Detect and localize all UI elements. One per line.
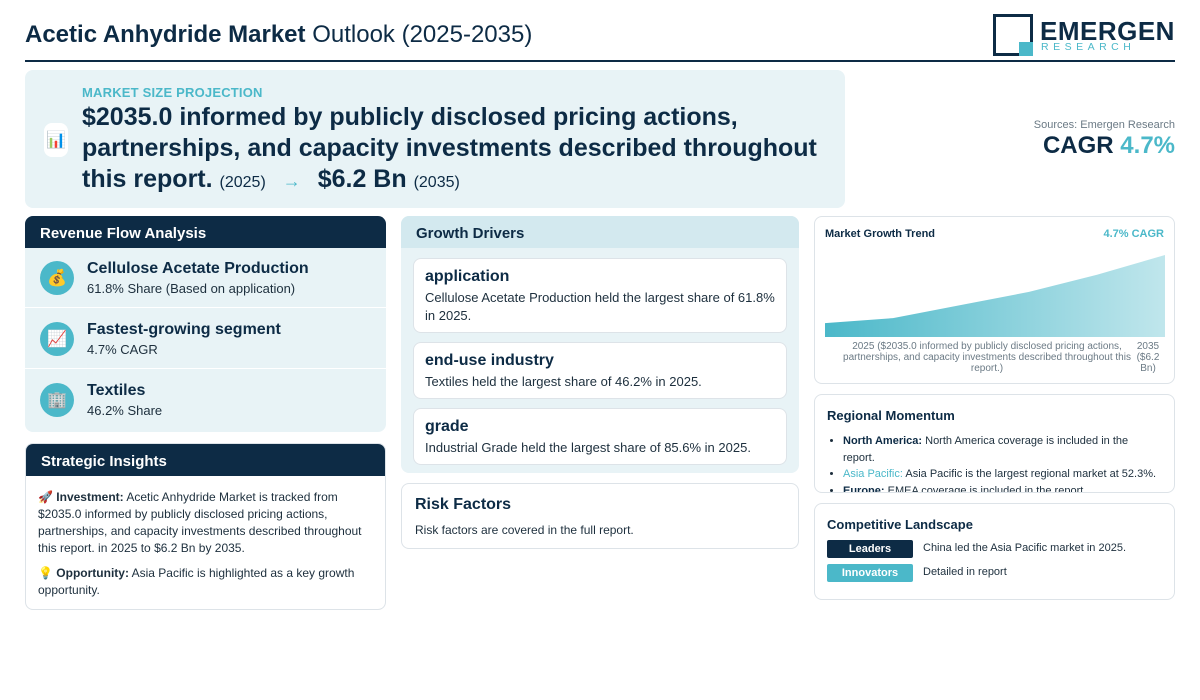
revenue-item-sub: 61.8% Share (Based on application) bbox=[87, 281, 296, 296]
hero-kicker: MARKET SIZE PROJECTION bbox=[82, 85, 263, 100]
chart-icon: 📊 bbox=[44, 123, 68, 157]
region-name: Europe: bbox=[843, 484, 885, 493]
leaders-text: China led the Asia Pacific market in 202… bbox=[923, 542, 1127, 554]
rocket-icon: 🚀 bbox=[38, 490, 53, 504]
opportunity-text: Asia Pacific is highlighted as a key gro… bbox=[38, 566, 355, 597]
risk-factors-heading: Risk Factors bbox=[415, 496, 512, 513]
driver-card: end-use industry Textiles held the large… bbox=[413, 342, 787, 399]
revenue-item-title: Textiles bbox=[87, 382, 146, 399]
driver-title: grade bbox=[425, 418, 469, 435]
strategic-insights-body: 🚀 Investment: Acetic Anhydride Market is… bbox=[26, 476, 385, 599]
driver-card: grade Industrial Grade held the largest … bbox=[413, 408, 787, 465]
cagr-summary: Sources: Emergen Research CAGR 4.7% bbox=[1034, 119, 1175, 160]
end-year: (2035) bbox=[413, 174, 460, 191]
start-year: (2025) bbox=[219, 174, 266, 191]
driver-text: Textiles held the largest share of 46.2%… bbox=[425, 374, 702, 389]
innovators-text: Detailed in report bbox=[923, 566, 1007, 578]
risk-factors-card: Risk Factors Risk factors are covered in… bbox=[401, 483, 799, 549]
growth-area-chart bbox=[825, 255, 1165, 337]
driver-title: end-use industry bbox=[425, 352, 554, 369]
trend-up-icon: 📈 bbox=[40, 322, 74, 356]
region-name: Asia Pacific: bbox=[843, 468, 903, 480]
opportunity-insight: 💡 Opportunity: Asia Pacific is highlight… bbox=[38, 565, 373, 599]
market-size-banner: 📊 MARKET SIZE PROJECTION $2035.0 informe… bbox=[25, 70, 845, 208]
hero-projection: $2035.0 informed by publicly disclosed p… bbox=[82, 102, 822, 198]
driver-title: application bbox=[425, 268, 510, 285]
innovators-row: Innovators Detailed in report bbox=[827, 564, 1167, 582]
growth-area-series bbox=[825, 255, 1165, 337]
sources-label: Sources: Emergen Research bbox=[1033, 119, 1175, 131]
strategic-insights-card: Strategic Insights 🚀 Investment: Acetic … bbox=[25, 443, 386, 610]
emergen-logo[interactable]: EMERGEN RESEARCH bbox=[993, 14, 1174, 56]
driver-text: Cellulose Acetate Production held the la… bbox=[425, 290, 775, 323]
logo-mark-icon bbox=[993, 14, 1033, 56]
revenue-flow-heading: Revenue Flow Analysis bbox=[25, 216, 386, 248]
growth-drivers-heading: Growth Drivers bbox=[401, 216, 799, 248]
region-text: North America coverage is included in th… bbox=[843, 435, 1129, 464]
driver-text: Industrial Grade held the largest share … bbox=[425, 440, 751, 455]
revenue-item: 🏢 Textiles 46.2% Share bbox=[25, 370, 386, 430]
cagr-label: CAGR bbox=[1042, 132, 1114, 159]
regional-momentum-card: Regional Momentum North America: North A… bbox=[814, 394, 1175, 493]
logo-sub: RESEARCH bbox=[1041, 41, 1136, 53]
region-list: North America: North America coverage is… bbox=[827, 433, 1162, 493]
strategic-insights-heading: Strategic Insights bbox=[26, 444, 385, 476]
building-icon: 🏢 bbox=[40, 383, 74, 417]
innovators-badge: Innovators bbox=[827, 564, 913, 582]
investment-label: Investment: bbox=[56, 490, 124, 504]
trend-label-start: 2025 ($2035.0 informed by publicly discl… bbox=[843, 341, 1131, 374]
risk-factors-text: Risk factors are covered in the full rep… bbox=[415, 523, 634, 537]
title-rest: Outlook (2025-2035) bbox=[312, 21, 533, 48]
title-bold: Acetic Anhydride Market bbox=[25, 21, 306, 48]
region-text: Asia Pacific is the largest regional mar… bbox=[905, 468, 1157, 480]
region-name: North America: bbox=[843, 435, 923, 447]
competitive-landscape-card: Competitive Landscape Leaders China led … bbox=[814, 503, 1175, 600]
money-bag-icon: 💰 bbox=[40, 261, 74, 295]
trend-title: Market Growth Trend bbox=[825, 228, 936, 240]
revenue-item-title: Cellulose Acetate Production bbox=[87, 260, 309, 277]
region-item: North America: North America coverage is… bbox=[843, 433, 1162, 466]
lightbulb-icon: 💡 bbox=[38, 566, 53, 580]
page-header: Acetic Anhydride Market Outlook (2025-20… bbox=[25, 12, 1175, 62]
region-item: Europe: EMEA coverage is included in the… bbox=[843, 483, 1162, 493]
revenue-item: 💰 Cellulose Acetate Production 61.8% Sha… bbox=[25, 248, 386, 308]
leaders-row: Leaders China led the Asia Pacific marke… bbox=[827, 540, 1167, 558]
revenue-item-sub: 4.7% CAGR bbox=[87, 342, 158, 357]
end-value: $6.2 Bn bbox=[317, 165, 407, 193]
revenue-item-title: Fastest-growing segment bbox=[87, 321, 281, 338]
start-value: $2035.0 informed by publicly disclosed p… bbox=[82, 103, 817, 193]
revenue-item: 📈 Fastest-growing segment 4.7% CAGR bbox=[25, 309, 386, 369]
page-title: Acetic Anhydride Market Outlook (2025-20… bbox=[25, 21, 532, 49]
competitive-landscape-heading: Competitive Landscape bbox=[827, 517, 973, 532]
investment-text: Acetic Anhydride Market is tracked from … bbox=[38, 490, 362, 555]
opportunity-label: Opportunity: bbox=[56, 566, 129, 580]
cagr-value: 4.7% bbox=[1120, 132, 1175, 159]
cagr-headline: CAGR 4.7% bbox=[1034, 132, 1175, 160]
leaders-badge: Leaders bbox=[827, 540, 913, 558]
growth-drivers-card: Growth Drivers application Cellulose Ace… bbox=[401, 216, 799, 473]
logo-name: EMERGEN bbox=[1040, 16, 1175, 46]
regional-momentum-heading: Regional Momentum bbox=[827, 408, 955, 423]
investment-insight: 🚀 Investment: Acetic Anhydride Market is… bbox=[38, 489, 373, 557]
region-item: Asia Pacific: Asia Pacific is the larges… bbox=[843, 466, 1162, 483]
revenue-item-sub: 46.2% Share bbox=[87, 403, 163, 418]
driver-card: application Cellulose Acetate Production… bbox=[413, 258, 787, 333]
trend-cagr: 4.7% CAGR bbox=[1103, 228, 1164, 240]
market-growth-trend-card: Market Growth Trend 4.7% CAGR 2025 ($203… bbox=[814, 216, 1175, 384]
region-text: EMEA coverage is included in the report. bbox=[887, 484, 1087, 493]
revenue-flow-card: Revenue Flow Analysis 💰 Cellulose Acetat… bbox=[25, 216, 386, 432]
trend-label-end: 2035 ($6.2 Bn) bbox=[1136, 341, 1160, 374]
arrow-right-icon: → bbox=[282, 171, 301, 191]
